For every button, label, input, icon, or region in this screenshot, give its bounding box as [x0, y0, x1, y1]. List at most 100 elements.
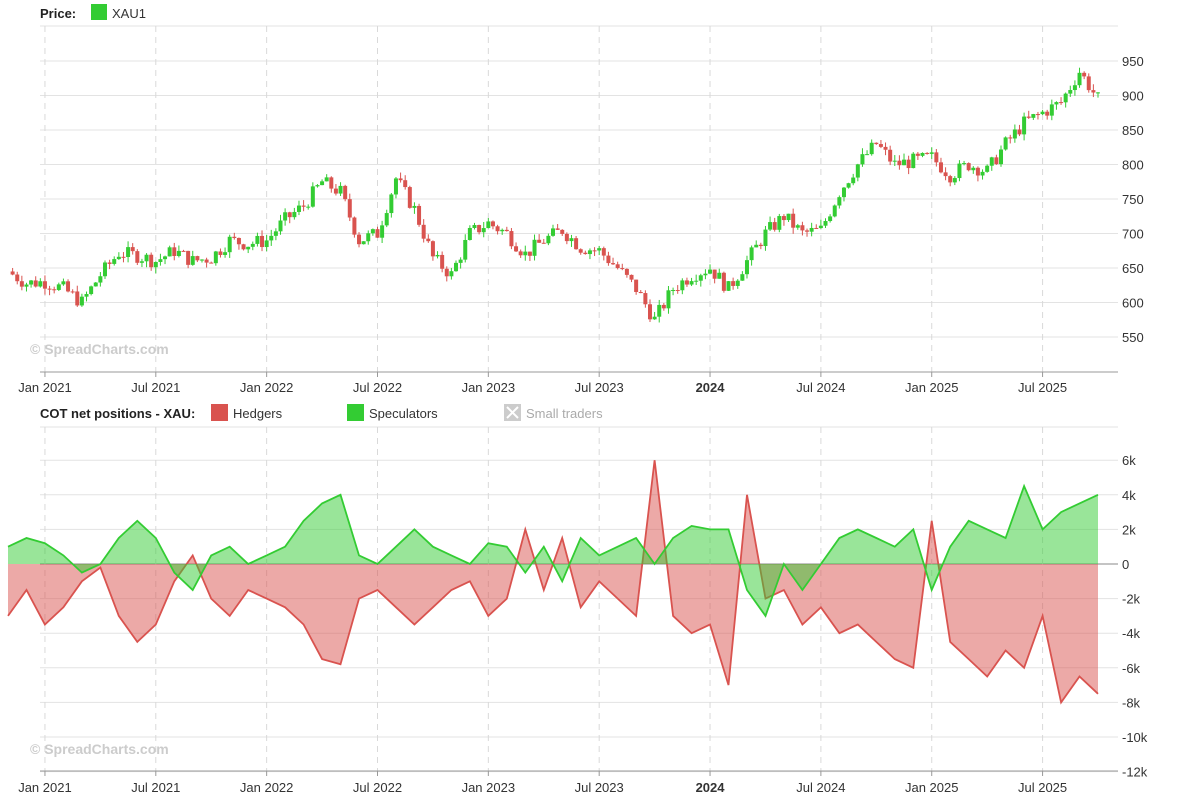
- candle: [1086, 73, 1091, 93]
- candle-body: [892, 160, 897, 162]
- candle-body: [1022, 116, 1027, 135]
- legend-item-xau1[interactable]: XAU1: [91, 4, 146, 21]
- price-y-tick-label: 700: [1122, 227, 1144, 242]
- candle-body: [523, 251, 528, 256]
- cot-x-tick-label-jan-2022: Jan 2022: [240, 780, 294, 795]
- cot-y-tick-label: -12k: [1122, 765, 1148, 780]
- candle: [398, 172, 403, 183]
- candle: [620, 263, 625, 271]
- candle: [597, 245, 602, 256]
- candle-body: [70, 291, 75, 293]
- candle-body: [708, 269, 713, 274]
- candle: [273, 228, 278, 241]
- candle: [1082, 71, 1087, 80]
- candle: [634, 279, 639, 295]
- cot-y-tick-label: 2k: [1122, 522, 1136, 537]
- candle: [675, 285, 680, 294]
- candle: [592, 247, 597, 257]
- candle-body: [823, 221, 828, 226]
- candle: [601, 246, 606, 261]
- legend-item-small-traders[interactable]: Small traders: [504, 404, 603, 421]
- candle: [694, 274, 699, 285]
- candle-body: [795, 225, 800, 228]
- candle-body: [814, 227, 819, 229]
- candle-body: [629, 274, 634, 280]
- candle: [578, 248, 583, 255]
- cot-y-tick-label: -10k: [1122, 730, 1148, 745]
- candle-body: [486, 221, 491, 229]
- candle-body: [338, 185, 343, 194]
- candle-body: [223, 252, 228, 255]
- cot-legend-title: COT net positions - XAU:: [40, 406, 195, 421]
- candle: [1072, 80, 1077, 96]
- candle-body: [592, 250, 597, 252]
- candle: [467, 225, 472, 241]
- candle-body: [929, 152, 934, 154]
- candle: [264, 234, 269, 252]
- candle: [213, 250, 218, 266]
- candle-body: [680, 280, 685, 291]
- candle-body: [518, 251, 523, 256]
- candle: [869, 139, 874, 156]
- price-y-tick-label: 900: [1122, 89, 1144, 104]
- candle-body: [79, 296, 84, 306]
- candle-body: [754, 244, 759, 248]
- candle: [269, 229, 274, 246]
- candle-body: [1017, 129, 1022, 135]
- candle: [943, 167, 948, 181]
- legend-label-small-traders: Small traders: [526, 406, 603, 421]
- candle-body: [938, 162, 943, 173]
- cot-x-tick-label-jul-2023: Jul 2023: [575, 780, 624, 795]
- candle: [287, 211, 292, 224]
- candle: [144, 253, 149, 268]
- candle: [957, 160, 962, 182]
- candle: [403, 175, 408, 190]
- candle: [24, 282, 29, 292]
- candle: [975, 166, 980, 182]
- legend-item-speculators[interactable]: Speculators: [347, 404, 438, 421]
- price-x-tick-label-jul-2023: Jul 2023: [575, 380, 624, 395]
- cot-x-tick-label-jan-2021: Jan 2021: [18, 780, 72, 795]
- candle-body: [874, 142, 879, 145]
- candle: [70, 289, 75, 294]
- cot-y-tick-label: -6k: [1122, 661, 1141, 676]
- candle: [717, 268, 722, 279]
- price-grid: [40, 25, 1118, 372]
- candle: [564, 232, 569, 245]
- candle-body: [975, 167, 980, 176]
- candle-body: [805, 230, 810, 232]
- candle: [112, 256, 117, 266]
- candle-body: [384, 213, 389, 226]
- candle-body: [1068, 90, 1073, 94]
- cot-x-axis: Jan 2021 Jul 2021 Jan 2022 Jul 2022 Jan 2023…: [18, 771, 1067, 795]
- candle: [698, 273, 703, 287]
- candle-body: [176, 250, 181, 256]
- candle-body: [878, 144, 883, 147]
- candle-body: [380, 225, 385, 238]
- candle-body: [158, 259, 163, 262]
- candle-body: [971, 167, 976, 171]
- candle: [458, 257, 463, 269]
- candle-body: [163, 256, 168, 260]
- candle-body: [102, 262, 107, 277]
- candle-body: [38, 281, 43, 287]
- candle: [906, 155, 911, 175]
- candle: [532, 234, 537, 261]
- candle: [218, 248, 223, 258]
- cot-y-axis: 6k 4k 2k 0 -2k -4k -6k -8k -10k -12k: [1122, 453, 1148, 779]
- candle: [163, 255, 168, 265]
- candle: [509, 228, 514, 250]
- candle-body: [84, 294, 89, 297]
- candle-body: [772, 222, 777, 230]
- candle: [800, 221, 805, 236]
- candle-body: [343, 185, 348, 200]
- candle: [153, 261, 158, 274]
- candle-body: [578, 249, 583, 253]
- price-y-tick-label: 950: [1122, 54, 1144, 69]
- candle-body: [500, 229, 505, 232]
- candle-body: [444, 268, 449, 277]
- legend-item-hedgers[interactable]: Hedgers: [211, 404, 283, 421]
- candle: [19, 275, 24, 291]
- cot-y-tick-label: 6k: [1122, 453, 1136, 468]
